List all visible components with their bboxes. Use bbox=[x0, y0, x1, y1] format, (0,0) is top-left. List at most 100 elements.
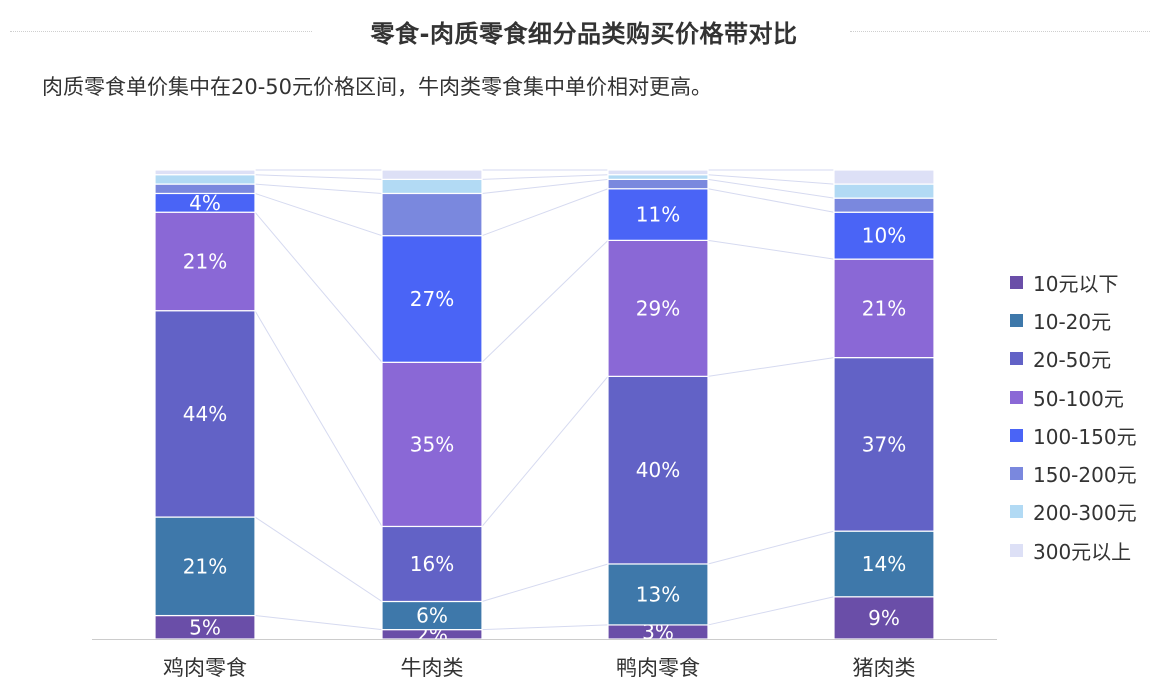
legend-swatch bbox=[1010, 505, 1023, 519]
bar-segment bbox=[833, 258, 935, 359]
bar-segment bbox=[381, 178, 483, 195]
bar-segment bbox=[833, 596, 935, 640]
bar-stack: 3%13%40%29%11% bbox=[607, 169, 709, 644]
data-label: 11% bbox=[636, 203, 680, 227]
data-label: 5% bbox=[189, 615, 221, 639]
connector-line bbox=[707, 357, 835, 377]
connector-line bbox=[481, 174, 609, 180]
chart-legend: 10元以下 10-20元 20-50元 50-100元 100-150元 150-200元… bbox=[1010, 263, 1137, 569]
bar-segment bbox=[381, 169, 483, 180]
connector-line bbox=[707, 239, 835, 260]
bar-segment bbox=[381, 235, 483, 363]
connector-line bbox=[481, 188, 609, 237]
x-tick-label: 牛肉类 bbox=[401, 656, 464, 680]
bar-segment bbox=[154, 174, 256, 185]
data-label: 9% bbox=[868, 606, 900, 630]
bar-segment bbox=[833, 197, 935, 213]
bar-stack: 2%6%16%35%27% bbox=[381, 169, 483, 646]
data-label: 44% bbox=[183, 402, 227, 426]
legend-item: 10-20元 bbox=[1010, 301, 1137, 339]
bar-segment bbox=[833, 183, 935, 199]
legend-item: 50-100元 bbox=[1010, 378, 1137, 416]
legend-item: 20-50元 bbox=[1010, 340, 1137, 378]
legend-item: 150-200元 bbox=[1010, 454, 1137, 492]
connector-line bbox=[481, 178, 609, 194]
connector-line bbox=[254, 615, 383, 631]
bar-stack: 9% 14% 37% 21% 10% bbox=[833, 169, 935, 640]
connector-line bbox=[707, 178, 835, 199]
title-rule-right bbox=[850, 31, 1150, 32]
legend-swatch bbox=[1010, 352, 1023, 366]
legend-label: 200-300元 bbox=[1033, 501, 1137, 526]
bar-segment bbox=[381, 600, 483, 631]
connector-line bbox=[707, 596, 835, 626]
legend-label: 100-150元 bbox=[1033, 424, 1137, 449]
bar-segment bbox=[607, 188, 709, 241]
legend-swatch bbox=[1010, 313, 1023, 327]
connector-line bbox=[707, 174, 835, 185]
data-label: 16% bbox=[410, 552, 454, 576]
connector-line bbox=[481, 563, 609, 602]
data-label: 4% bbox=[189, 191, 221, 215]
legend-swatch bbox=[1010, 543, 1023, 557]
data-label: 40% bbox=[636, 458, 680, 482]
title-rule-left bbox=[10, 31, 312, 32]
legend-item: 100-150元 bbox=[1010, 416, 1137, 454]
bar-segment bbox=[833, 211, 935, 260]
connector-line bbox=[707, 530, 835, 565]
x-tick-label: 猪肉类 bbox=[853, 656, 916, 680]
connector-line bbox=[254, 174, 383, 180]
bar-stack: 5% 21% 44% 21% 4% bbox=[154, 169, 256, 640]
bar-segment bbox=[833, 169, 935, 185]
connector-line bbox=[481, 239, 609, 363]
data-label: 29% bbox=[636, 296, 680, 320]
bar-segment bbox=[154, 169, 256, 176]
bar-segment bbox=[833, 357, 935, 532]
bar-segment bbox=[381, 361, 483, 528]
data-label: 14% bbox=[862, 552, 906, 576]
legend-swatch bbox=[1010, 390, 1023, 404]
legend-item: 10元以下 bbox=[1010, 263, 1137, 301]
legend-label: 50-100元 bbox=[1033, 386, 1124, 411]
connector-line bbox=[254, 310, 383, 527]
connector-line bbox=[254, 516, 383, 602]
bar-segment bbox=[607, 178, 709, 190]
data-label: 21% bbox=[183, 554, 227, 578]
x-tick-label: 鸡肉零食 bbox=[163, 656, 247, 680]
connector-line bbox=[707, 188, 835, 213]
data-label: 13% bbox=[636, 582, 680, 606]
connector-line bbox=[481, 376, 609, 527]
chart-subtitle: 肉质零食单价集中在20-50元价格区间，牛肉类零食集中单价相对更高。 bbox=[42, 75, 713, 99]
legend-swatch bbox=[1010, 467, 1023, 481]
data-label: 10% bbox=[862, 224, 906, 248]
bar-segment bbox=[154, 516, 256, 617]
legend-label: 150-200元 bbox=[1033, 463, 1137, 488]
bar-segment bbox=[607, 174, 709, 180]
data-label: 37% bbox=[862, 432, 906, 456]
data-label: 27% bbox=[410, 287, 454, 311]
bar-segment bbox=[607, 563, 709, 626]
connector-line bbox=[254, 211, 383, 363]
data-label: 35% bbox=[410, 432, 454, 456]
legend-item: 300元以上 bbox=[1010, 531, 1137, 569]
legend-label: 20-50元 bbox=[1033, 348, 1112, 373]
legend-label: 300元以上 bbox=[1033, 539, 1132, 564]
x-tick-label: 鸭肉零食 bbox=[616, 656, 700, 680]
connector-line bbox=[254, 183, 383, 194]
data-label: 21% bbox=[183, 249, 227, 273]
legend-swatch bbox=[1010, 428, 1023, 442]
bar-segment bbox=[154, 183, 256, 195]
bar-segment bbox=[381, 525, 483, 603]
legend-label: 10元以下 bbox=[1033, 271, 1119, 296]
bar-segment bbox=[607, 169, 709, 176]
data-label: 6% bbox=[416, 604, 448, 628]
stacked-bar-chart: 5%21%44%21%4%2%6%16%35%27%3%13%40%29%11%… bbox=[92, 169, 997, 680]
legend-item: 200-300元 bbox=[1010, 493, 1137, 531]
bar-segment bbox=[154, 211, 256, 312]
bar-segment bbox=[607, 375, 709, 565]
bar-segment bbox=[381, 192, 483, 237]
legend-swatch bbox=[1010, 275, 1023, 289]
data-label: 21% bbox=[862, 296, 906, 320]
connector-line bbox=[254, 192, 383, 237]
connector-lines bbox=[254, 169, 835, 631]
